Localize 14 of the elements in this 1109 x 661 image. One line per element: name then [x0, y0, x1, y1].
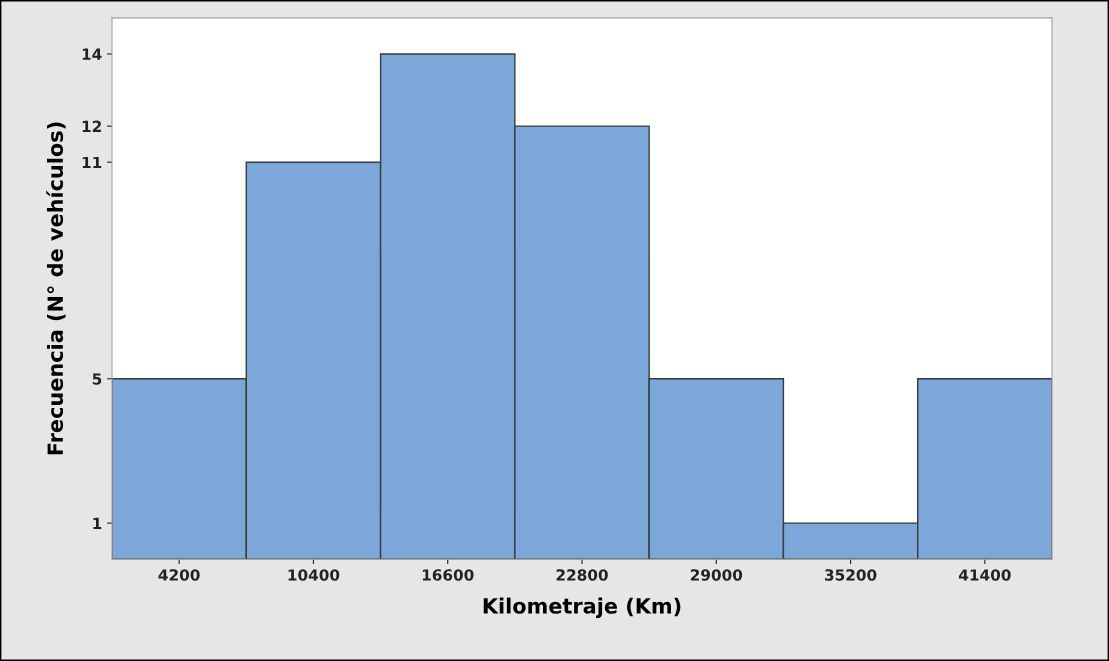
x-tick-label: 4200 — [158, 569, 200, 581]
x-tick-label: 41400 — [958, 569, 1011, 581]
y-tick-label: 14 — [82, 48, 102, 60]
y-axis-title: Frecuencia (N° de vehículos) — [46, 122, 66, 455]
x-tick-label: 22800 — [556, 569, 608, 581]
x-axis-title: Kilometraje (Km) — [483, 597, 681, 618]
y-tick-label: 1 — [93, 517, 102, 529]
x-tick-label: 10400 — [288, 569, 340, 581]
y-tick-label: 11 — [82, 156, 102, 169]
x-tick-label: 16600 — [422, 569, 474, 581]
y-tick-label: 5 — [92, 373, 102, 385]
x-tick-label: 35200 — [825, 569, 877, 581]
y-tick-label: 12 — [82, 120, 101, 132]
x-tick-label: 29000 — [690, 569, 743, 581]
